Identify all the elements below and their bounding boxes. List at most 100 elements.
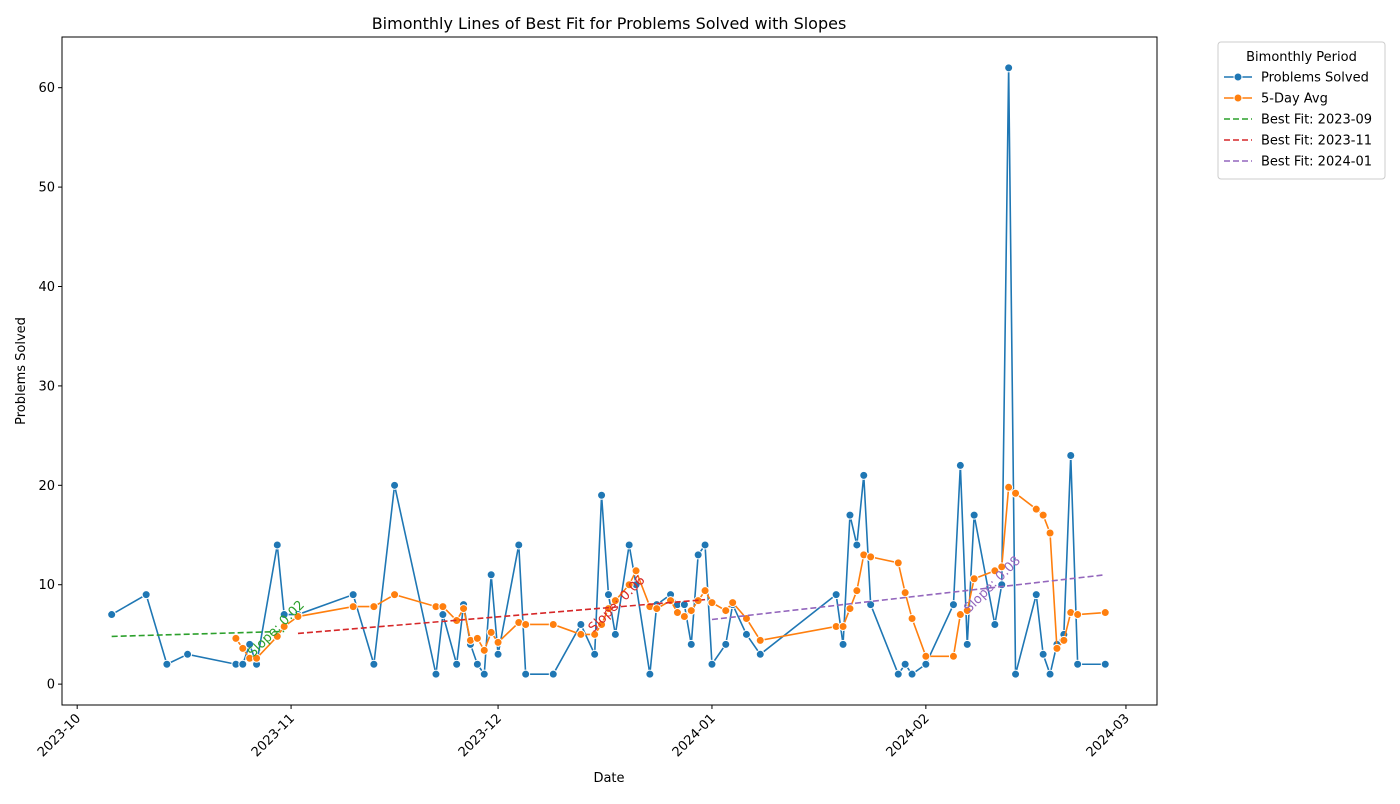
y-tick-label: 50: [38, 181, 55, 196]
data-point: [348, 602, 358, 612]
legend-box: [1217, 41, 1386, 180]
legend-label: Problems Solved: [1261, 71, 1369, 86]
data-point: [1066, 450, 1076, 460]
x-axis-label: Date: [593, 771, 624, 786]
data-point: [831, 590, 841, 600]
data-point: [962, 606, 972, 616]
data-point: [348, 590, 358, 600]
data-point: [907, 614, 917, 624]
data-point: [548, 619, 558, 629]
data-point: [162, 659, 172, 669]
data-point: [479, 645, 489, 655]
legend-marker: [1233, 72, 1243, 82]
data-point: [845, 510, 855, 520]
data-point: [438, 602, 448, 612]
data-point: [838, 621, 848, 631]
data-point: [624, 540, 634, 550]
data-point: [438, 610, 448, 620]
data-point: [1052, 643, 1062, 653]
data-point: [521, 619, 531, 629]
data-point: [721, 639, 731, 649]
data-point: [741, 629, 751, 639]
series-line: [711, 573, 1106, 621]
data-point: [1004, 63, 1014, 73]
data-point: [1031, 590, 1041, 600]
data-point: [238, 659, 248, 669]
data-point: [597, 490, 607, 500]
data-point: [238, 643, 248, 653]
data-point: [755, 635, 765, 645]
data-point: [728, 598, 738, 608]
data-point: [1038, 510, 1048, 520]
data-point: [1073, 610, 1083, 620]
legend-label: Best Fit: 2023-09: [1261, 113, 1372, 128]
data-point: [252, 653, 262, 663]
data-point: [369, 602, 379, 612]
data-point: [1073, 659, 1083, 669]
data-point: [852, 540, 862, 550]
data-point: [486, 570, 496, 580]
plot-frame: [61, 36, 1158, 706]
y-tick-label: 0: [47, 678, 55, 693]
data-point: [459, 604, 469, 614]
data-point: [969, 510, 979, 520]
data-point: [700, 540, 710, 550]
data-point: [1045, 528, 1055, 538]
data-point: [293, 612, 303, 622]
data-point: [514, 540, 524, 550]
data-point: [624, 580, 634, 590]
data-point: [472, 633, 482, 643]
data-point: [1100, 659, 1110, 669]
data-point: [955, 610, 965, 620]
data-point: [493, 649, 503, 659]
data-point: [590, 629, 600, 639]
data-point: [893, 669, 903, 679]
data-point: [990, 566, 1000, 576]
series-line: [111, 630, 285, 638]
data-point: [610, 629, 620, 639]
data-point: [693, 550, 703, 560]
data-point: [900, 659, 910, 669]
data-point: [921, 651, 931, 661]
data-point: [576, 629, 586, 639]
data-point: [866, 600, 876, 610]
data-point: [597, 619, 607, 629]
data-point: [610, 596, 620, 606]
data-point: [279, 610, 289, 620]
data-point: [990, 619, 1000, 629]
data-point: [1031, 504, 1041, 514]
legend-label: Best Fit: 2024-01: [1261, 155, 1372, 170]
data-point: [838, 639, 848, 649]
data-point: [479, 669, 489, 679]
series-line: [297, 598, 706, 635]
y-tick-label: 20: [38, 479, 55, 494]
data-point: [845, 604, 855, 614]
data-point: [948, 600, 958, 610]
data-point: [1011, 488, 1021, 498]
data-point: [859, 470, 869, 480]
data-point: [921, 659, 931, 669]
data-point: [431, 669, 441, 679]
data-point: [472, 659, 482, 669]
data-point: [1038, 649, 1048, 659]
data-point: [679, 612, 689, 622]
data-point: [955, 460, 965, 470]
data-point: [390, 480, 400, 490]
data-point: [390, 590, 400, 600]
data-point: [852, 586, 862, 596]
data-point: [245, 639, 255, 649]
data-point: [672, 608, 682, 618]
data-point: [907, 669, 917, 679]
data-point: [962, 639, 972, 649]
data-point: [969, 574, 979, 584]
data-point: [721, 606, 731, 616]
data-point: [686, 639, 696, 649]
data-point: [645, 669, 655, 679]
data-point: [686, 606, 696, 616]
data-point: [231, 633, 241, 643]
y-tick-label: 60: [38, 81, 55, 96]
data-point: [1011, 669, 1021, 679]
legend-label: 5-Day Avg: [1261, 92, 1328, 107]
data-point: [590, 649, 600, 659]
